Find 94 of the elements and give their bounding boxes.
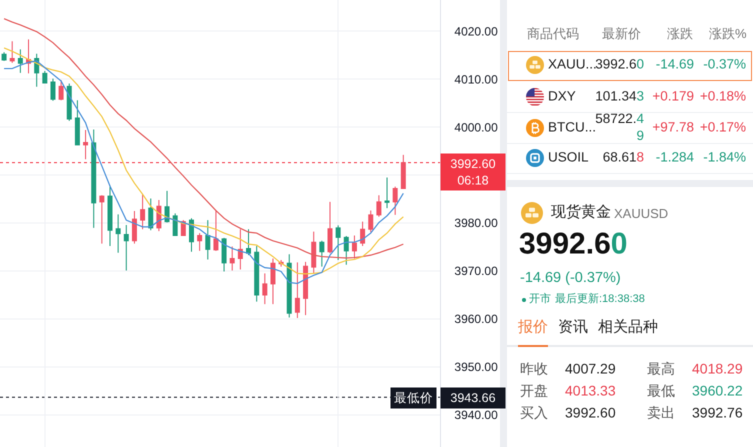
candlestick [205,220,210,260]
candlestick [116,214,121,254]
candlestick [197,232,202,252]
candlestick [213,210,218,252]
candlestick [2,52,7,62]
candlestick [392,186,398,216]
candlestick [140,194,146,230]
text: 涨跌 [667,26,693,42]
candlestick [222,237,227,272]
y-tick-label: 3970.00 [454,264,498,278]
y-tick-label: 4010.00 [454,72,498,86]
y-tick-label: 3940.00 [454,408,498,422]
candlestick [368,210,374,233]
text: 101.343 [595,88,644,106]
text: 资讯 [558,318,588,338]
text: 卖出 [647,404,675,422]
y-tick-label: 3950.00 [454,360,498,374]
y-tick-label: 4000.00 [454,120,498,134]
text: 3992.60 [565,404,616,422]
candlestick [91,129,96,228]
ref-line-label: 3943.66 [450,391,496,405]
text: +0.18% [700,88,746,106]
text: -14.69 (-0.37%) [520,268,621,288]
text: 3992.60 [595,56,644,74]
y-tick-label: 3980.00 [454,216,498,230]
candlestick [246,228,252,256]
candlestick [74,100,80,146]
candlestick [188,218,194,252]
candlestick [108,184,112,247]
text: 68.618 [602,150,644,166]
candlestick [58,80,64,101]
text: 4018.29 [692,360,743,378]
annotation: 最低价 [394,391,433,405]
candlestick [303,261,308,316]
text: 昨收 [520,360,548,378]
candlestick [148,198,154,231]
candlestick [270,258,276,305]
text: -14.69 [656,56,694,74]
text: 3960.22 [692,382,743,400]
text: 开市 [529,293,551,307]
text: DXY [548,88,576,106]
candlestick [262,272,268,305]
candlestick [319,240,324,268]
candlestick [254,246,260,302]
text: 4007.29 [565,360,616,378]
text: 开盘 [520,382,548,400]
candlestick [328,201,332,254]
text: 买入 [520,404,548,422]
candlestick [384,176,390,209]
text: 相关品种 [598,318,658,338]
candlestick [286,254,292,318]
y-tick-label: 3960.00 [454,312,498,326]
text: XAUU... [548,56,597,74]
text: 现货黄金 [551,204,611,222]
candlestick [99,194,104,244]
text: -0.37% [703,56,746,74]
candlestick [18,48,23,74]
candlestick [10,40,15,64]
text: 最低 [647,382,675,400]
text: 4013.33 [565,382,616,400]
text: 58722.49 [595,111,644,145]
text: 最新价 [602,26,641,42]
text: BTCU... [548,120,596,136]
text: XAUUSD [614,206,668,222]
candlestick [172,212,178,236]
y-tick-label: 4020.00 [454,24,498,38]
text: 商品代码 [527,26,579,42]
text: 报价 [518,318,548,338]
candlestick [344,235,349,266]
candlestick [83,129,88,160]
candlestick [360,221,366,247]
candlestick [50,78,56,102]
text: 3992.60 [519,226,628,262]
candlestick [400,154,406,190]
candlestick [336,224,341,260]
candlestick [132,210,137,244]
text: +0.179 [652,88,694,106]
text: -1.84% [703,150,746,166]
candlestick [156,200,162,232]
text: 最高 [647,360,675,378]
text: -1.284 [656,150,694,166]
ref-line-label: 3992.60 06:18 [450,157,496,188]
text: 最后更新:18:38:38 [555,293,645,307]
text: +0.17% [700,120,746,136]
candlestick [124,224,129,271]
text: USOIL [548,150,589,166]
candlestick [376,194,382,218]
candlestick [66,82,72,122]
candlestick [230,246,235,271]
text: 3992.76 [692,404,743,422]
text: +97.78 [652,120,694,136]
text: 涨跌% [709,26,747,42]
candlestick [42,70,48,84]
candlestick [294,262,300,318]
